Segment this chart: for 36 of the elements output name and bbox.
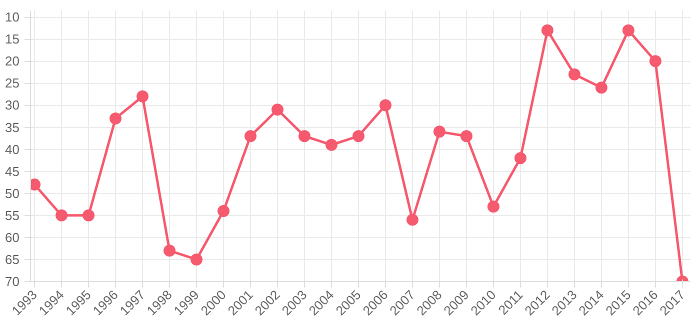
- y-tick-label: 50: [5, 186, 20, 201]
- point: [164, 244, 176, 257]
- point: [460, 130, 472, 142]
- point: [379, 99, 392, 112]
- point: [190, 253, 203, 266]
- point: [82, 209, 95, 222]
- y-tick-label: 45: [5, 164, 20, 179]
- y-tick-label: 55: [5, 208, 20, 223]
- point: [487, 200, 500, 213]
- y-tick-label: 35: [5, 120, 20, 135]
- point: [244, 130, 256, 142]
- point: [649, 55, 662, 68]
- y-tick-label: 30: [5, 98, 20, 113]
- point: [110, 112, 122, 124]
- point: [56, 209, 68, 222]
- point: [433, 126, 446, 138]
- y-tick-label: 10: [5, 10, 20, 25]
- point: [325, 138, 338, 151]
- point: [406, 214, 418, 226]
- y-tick-label: 65: [5, 252, 20, 267]
- y-tick-label: 60: [5, 230, 20, 245]
- y-tick-label: 70: [5, 274, 20, 289]
- y-tick-label: 25: [5, 76, 20, 91]
- y-tick-label: 40: [5, 142, 20, 157]
- y-tick-label: 15: [5, 32, 20, 47]
- point: [514, 152, 526, 164]
- point: [622, 24, 634, 36]
- point: [136, 90, 149, 102]
- point: [568, 68, 580, 80]
- point: [352, 130, 364, 142]
- point: [298, 130, 310, 142]
- point: [595, 82, 608, 94]
- y-tick-label: 20: [5, 54, 20, 69]
- point: [218, 205, 230, 217]
- point: [271, 104, 284, 116]
- point: [541, 24, 554, 36]
